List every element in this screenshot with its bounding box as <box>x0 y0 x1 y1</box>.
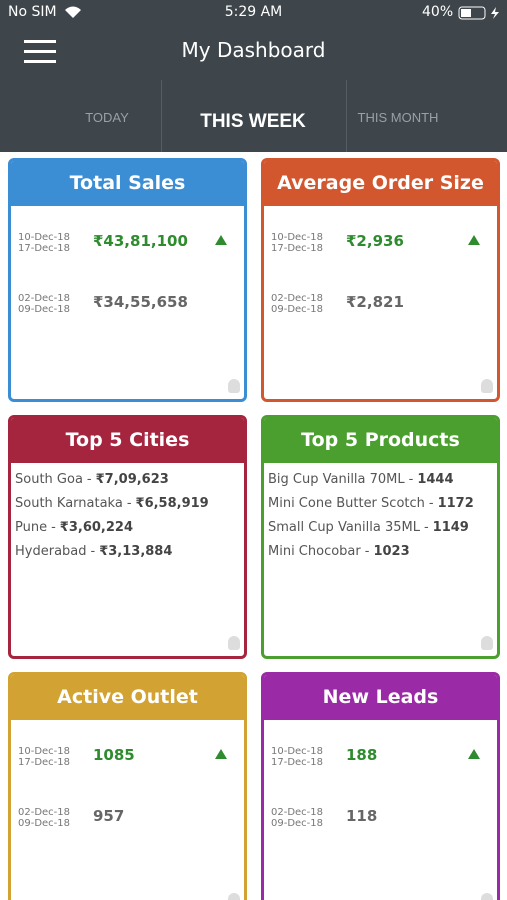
item-name: South Karnataka <box>15 496 123 511</box>
separator: - <box>86 472 92 487</box>
card-title: Active Outlet <box>11 675 244 720</box>
item-value: ₹3,60,224 <box>59 520 133 535</box>
item-name: Big Cup Vanilla 70ML <box>268 472 405 487</box>
tab-divider <box>346 80 347 152</box>
separator: - <box>364 544 370 559</box>
item-value: 1172 <box>437 496 474 511</box>
list-item: Pune - ₹3,60,224 <box>15 520 133 535</box>
card-title: New Leads <box>264 675 497 720</box>
metric-value: ₹2,821 <box>346 293 404 311</box>
dashboard-card[interactable]: Top 5 Products Big Cup Vanilla 70ML -1444 M… <box>261 415 500 659</box>
item-name: Hyderabad <box>15 544 87 559</box>
metric-value: 188 <box>346 746 378 764</box>
screen-title: My Dashboard <box>181 38 326 62</box>
touch-icon <box>228 379 240 393</box>
item-value: ₹6,58,919 <box>135 496 209 511</box>
date-from: 02-Dec-18 <box>18 807 71 818</box>
item-name: Pune <box>15 520 48 535</box>
trend-up-icon <box>468 235 480 245</box>
separator: - <box>126 496 132 511</box>
metric-value: 957 <box>93 807 125 825</box>
tab[interactable]: TODAY <box>85 110 129 125</box>
dashboard-card[interactable]: New Leads 10-Dec-18 17-Dec-18 188 02-Dec-18 0… <box>261 672 500 900</box>
card-title: Top 5 Products <box>264 418 497 463</box>
list-item: South Karnataka - ₹6,58,919 <box>15 496 209 511</box>
date-to: 09-Dec-18 <box>271 818 324 829</box>
item-name: Mini Cone Butter Scotch <box>268 496 425 511</box>
dashboard-card[interactable]: Top 5 Cities South Goa - ₹7,09,623 South Kar… <box>8 415 247 659</box>
date-from: 10-Dec-18 <box>271 746 324 757</box>
date-from: 10-Dec-18 <box>271 232 324 243</box>
trend-up-icon <box>468 749 480 759</box>
touch-icon <box>228 636 240 650</box>
tab[interactable]: THIS MONTH <box>357 110 439 125</box>
list-item: Mini Cone Butter Scotch -1172 <box>268 496 474 511</box>
date-from: 10-Dec-18 <box>18 746 71 757</box>
card-title: Top 5 Cities <box>11 418 244 463</box>
touch-icon <box>481 893 493 900</box>
card-title: Total Sales <box>11 161 244 206</box>
carrier: No SIM <box>8 4 57 20</box>
clock: 5:29 AM <box>224 4 283 20</box>
trend-up-icon <box>215 749 227 759</box>
metric-value: 1085 <box>93 746 135 764</box>
tab-divider <box>161 80 162 152</box>
date-from: 02-Dec-18 <box>271 807 324 818</box>
item-name: South Goa <box>15 472 83 487</box>
date-to: 17-Dec-18 <box>271 243 324 254</box>
item-name: Mini Chocobar <box>268 544 361 559</box>
list-item: Big Cup Vanilla 70ML -1444 <box>268 472 454 487</box>
item-value: 1023 <box>373 544 410 559</box>
metric-value: 118 <box>346 807 378 825</box>
card-title: Average Order Size <box>264 161 497 206</box>
date-from: 02-Dec-18 <box>271 293 324 304</box>
tab[interactable]: THIS WEEK <box>200 111 306 132</box>
touch-icon <box>481 379 493 393</box>
list-item: South Goa - ₹7,09,623 <box>15 472 169 487</box>
date-to: 09-Dec-18 <box>18 304 71 315</box>
date-to: 09-Dec-18 <box>271 304 324 315</box>
list-item: Hyderabad - ₹3,13,884 <box>15 544 172 559</box>
item-value: ₹7,09,623 <box>95 472 169 487</box>
dashboard-card[interactable]: Total Sales 10-Dec-18 17-Dec-18 ₹43,81,100 0… <box>8 158 247 402</box>
metric-value: ₹43,81,100 <box>93 232 188 250</box>
separator: - <box>90 544 96 559</box>
item-value: 1444 <box>417 472 454 487</box>
battery-icon <box>458 6 499 20</box>
date-from: 10-Dec-18 <box>18 232 71 243</box>
separator: - <box>51 520 56 535</box>
list-item: Mini Chocobar -1023 <box>268 544 410 559</box>
top-bar: No SIM 5:29 AM 40% My Dashboard TODAY THI… <box>0 0 507 152</box>
item-value: ₹3,13,884 <box>99 544 173 559</box>
touch-icon <box>228 893 240 900</box>
separator: - <box>428 496 434 511</box>
separator: - <box>423 520 429 535</box>
date-to: 17-Dec-18 <box>18 243 71 254</box>
dashboard-card[interactable]: Active Outlet 10-Dec-18 17-Dec-18 1085 02-De… <box>8 672 247 900</box>
item-value: 1149 <box>432 520 469 535</box>
list-item: Small Cup Vanilla 35ML -1149 <box>268 520 469 535</box>
trend-up-icon <box>215 235 227 245</box>
touch-icon <box>481 636 493 650</box>
date-to: 09-Dec-18 <box>18 818 71 829</box>
dashboard-card[interactable]: Average Order Size 10-Dec-18 17-Dec-18 ₹2,9… <box>261 158 500 402</box>
metric-value: ₹2,936 <box>346 232 404 250</box>
separator: - <box>408 472 414 487</box>
battery-level: 40% <box>422 4 454 20</box>
item-name: Small Cup Vanilla 35ML <box>268 520 420 535</box>
date-to: 17-Dec-18 <box>18 757 71 768</box>
wifi-icon <box>65 6 81 18</box>
date-from: 02-Dec-18 <box>18 293 71 304</box>
metric-value: ₹34,55,658 <box>93 293 188 311</box>
date-to: 17-Dec-18 <box>271 757 324 768</box>
menu-button[interactable] <box>24 40 58 64</box>
